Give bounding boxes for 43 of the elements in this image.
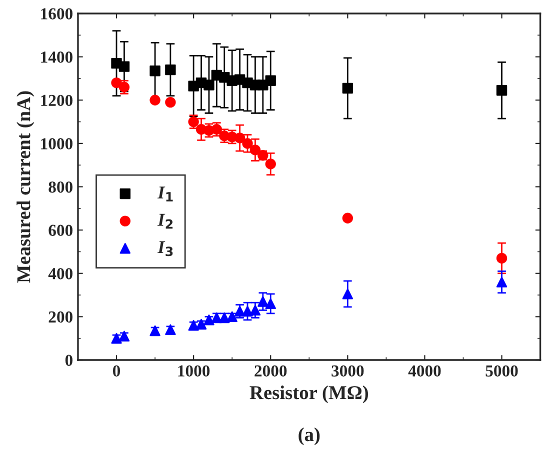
point — [242, 306, 253, 317]
point — [250, 304, 261, 316]
y-axis-title: Measured current (nA) — [16, 91, 34, 283]
point — [342, 288, 354, 300]
y-tick-label: 1200 — [41, 94, 72, 106]
point — [204, 80, 214, 90]
point — [111, 77, 122, 88]
y-tick-label: 0 — [65, 354, 72, 366]
y-tick-label: 600 — [48, 224, 72, 236]
x-tick-label: 1000 — [178, 365, 210, 377]
point — [150, 66, 160, 76]
legend-label: I$_{2}$ — [157, 214, 173, 229]
x-tick-label: 5000 — [486, 365, 518, 377]
legend-label: I$_{3}$ — [157, 241, 173, 256]
y-tick-label: 1600 — [41, 8, 72, 20]
point — [242, 138, 253, 149]
x-tick-label: 3000 — [332, 365, 364, 377]
y-tick-label: 400 — [48, 268, 72, 280]
point — [265, 158, 276, 170]
point — [265, 298, 276, 310]
point — [165, 96, 176, 108]
y-tick-label: 800 — [48, 181, 72, 193]
y-tick-label: 1000 — [41, 138, 72, 150]
point — [496, 276, 508, 288]
legend-label: I$_{1}$ — [157, 186, 173, 202]
point — [234, 132, 246, 144]
point — [496, 85, 508, 96]
y-tick-label: 1400 — [41, 52, 72, 63]
point — [165, 64, 176, 76]
point — [342, 212, 354, 224]
y-tick-label: 200 — [48, 311, 72, 323]
x-tick-label: 4000 — [408, 365, 441, 377]
point — [258, 296, 268, 307]
x-tick-label: 0 — [112, 365, 120, 377]
point — [150, 94, 160, 106]
x-axis-title: Resistor (MΩ) — [250, 386, 368, 404]
point — [496, 252, 508, 264]
text: (a) — [298, 428, 320, 446]
point — [118, 61, 130, 72]
point — [265, 75, 276, 86]
x-tick-label: 2000 — [254, 365, 287, 377]
point — [342, 82, 354, 94]
point — [250, 144, 261, 156]
